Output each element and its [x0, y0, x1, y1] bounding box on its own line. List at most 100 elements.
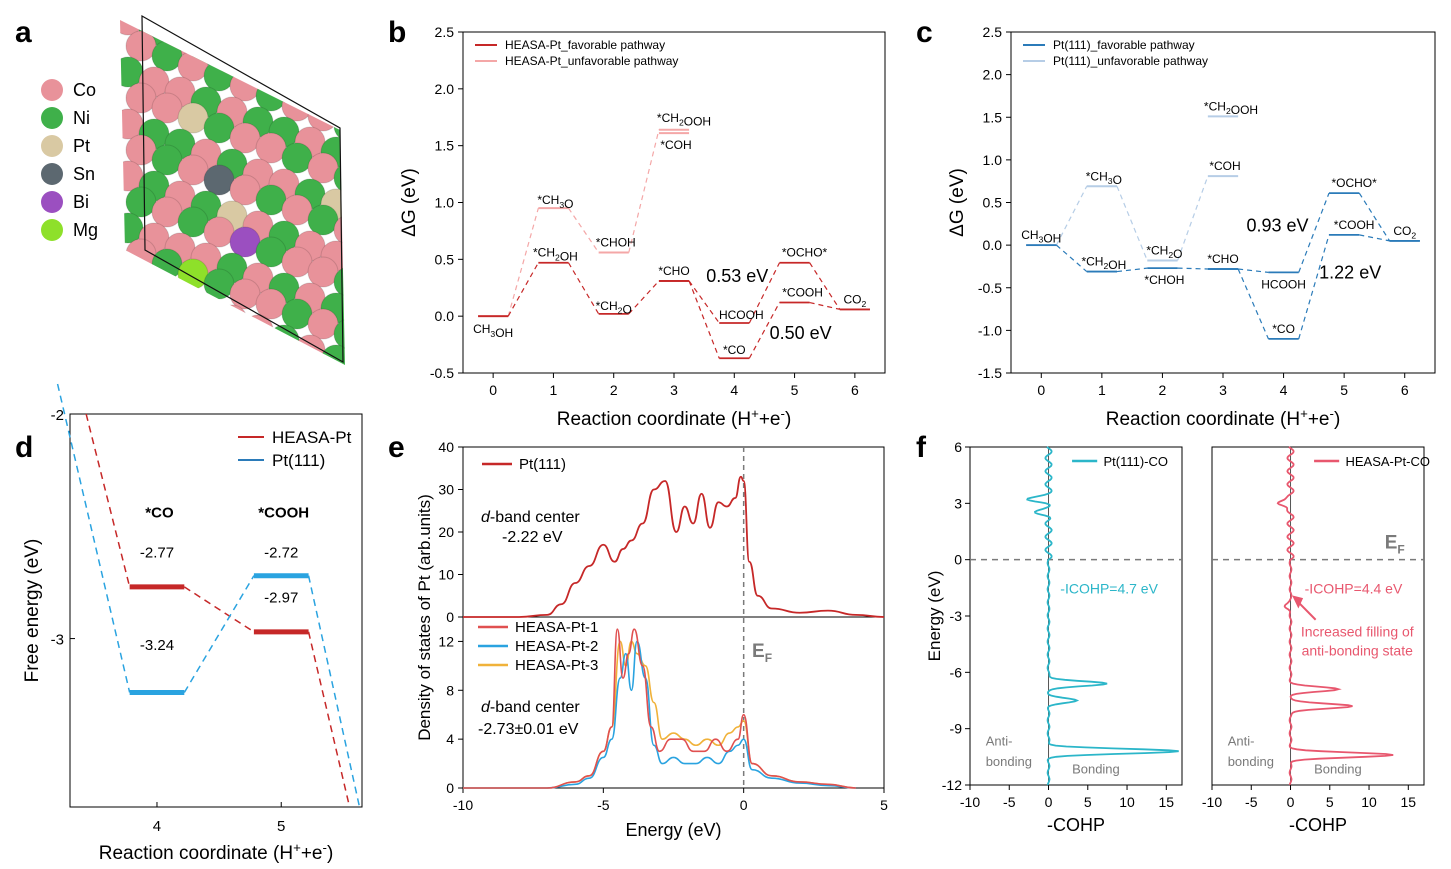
- atom-sphere: [307, 256, 339, 288]
- y-tick-label: 2.5: [983, 24, 1003, 40]
- legend-label: Co: [73, 80, 96, 100]
- atom-sphere: [151, 300, 183, 332]
- x-tick-label: 15: [1401, 794, 1417, 810]
- intermediate-label: *CO: [1272, 322, 1295, 336]
- atom-sphere: [203, 216, 235, 248]
- cohp-curve: [1276, 446, 1394, 786]
- atom-sphere: [321, 397, 351, 427]
- dos-curve: [463, 628, 856, 789]
- annotation-label: Increased filling of: [1301, 624, 1414, 640]
- energy-connector: [507, 262, 539, 317]
- legend-label: Pt(111): [519, 456, 566, 473]
- y-axis-label: Free energy (eV): [22, 539, 43, 683]
- atom-sphere: [307, 152, 339, 184]
- energy-value: -2.77: [140, 545, 174, 562]
- panel-c: c 0 1 2 3 4 5 6 -1.5 -1.0 -0.5 0.0 0.5 1.0 1.5 2.0 2.5 Re…: [916, 16, 1436, 430]
- energy-connector: [809, 301, 840, 310]
- atom-sphere: [216, 304, 248, 336]
- energy-connector: [688, 280, 720, 359]
- energy-connector: [628, 280, 660, 315]
- energy-connector: [1298, 234, 1330, 340]
- intermediate-label: *OCHO*: [1331, 176, 1377, 190]
- atom-sphere: [151, 196, 183, 228]
- atom-sphere: [190, 346, 222, 365]
- atom-sphere: [190, 294, 222, 326]
- icohp-label: -ICOHP=4.4 eV: [1305, 580, 1403, 596]
- fermi-label: EF: [752, 641, 772, 665]
- axes-frame: [1010, 31, 1436, 374]
- energy-connector: [748, 302, 781, 359]
- atom-sphere: [216, 356, 248, 365]
- x-tick-label: -10: [1202, 794, 1222, 810]
- atom-sphere: [164, 336, 196, 365]
- atom-sphere: [333, 162, 345, 194]
- legend-sphere-icon: [41, 107, 63, 129]
- legend-label: Pt: [73, 136, 90, 156]
- intermediate-label: *CH2O: [596, 299, 632, 317]
- fermi-label: EF: [1385, 532, 1405, 556]
- energy-connector: [1238, 268, 1269, 274]
- atom-sphere: [125, 82, 157, 114]
- atom-sphere: [151, 248, 183, 280]
- antibonding-label: bonding: [986, 754, 1032, 769]
- atom-sphere: [333, 318, 345, 350]
- atom-sphere: [281, 194, 313, 226]
- atom-sphere: [120, 20, 144, 36]
- y-tick-label: 1.0: [435, 195, 455, 211]
- entry-connector: [56, 383, 131, 693]
- y-tick-label: 1.0: [983, 152, 1003, 168]
- intermediate-label: *CHO: [658, 264, 689, 278]
- y-tick-label: 1.5: [435, 138, 455, 154]
- atom-sphere: [177, 310, 209, 342]
- legend-sphere-icon: [41, 219, 63, 241]
- atom-sphere: [333, 214, 345, 246]
- x-tick-label: 2: [610, 382, 618, 398]
- atom-sphere: [281, 350, 313, 365]
- panel-f: f -10 -5 0 5 10 15 -12 -9 -6 -3 0 3 6 Energy (eV) -COHP…: [916, 431, 1430, 835]
- energy-connector: [183, 575, 255, 693]
- atom-sphere: [255, 80, 287, 112]
- intermediate-label: *CH3O: [537, 193, 573, 211]
- atom-sphere: [138, 274, 170, 306]
- energy-connector: [1358, 192, 1391, 242]
- legend-label: Ni: [73, 108, 90, 128]
- x-tick-label: 0: [1287, 794, 1295, 810]
- energy-connector: [1116, 186, 1148, 261]
- axes-frame: [462, 31, 886, 374]
- panel-a: a Co Ni Pt Sn Bi Mg: [15, 14, 351, 427]
- atom-sphere: [177, 258, 209, 290]
- x-tick-label: -10: [453, 797, 473, 813]
- antibonding-label: Anti-: [986, 734, 1013, 749]
- dos-curve: [463, 475, 885, 618]
- legend-label: Pt(111)_favorable pathway: [1053, 38, 1195, 52]
- legend-label: HEASA-Pt-3: [515, 657, 598, 674]
- y-axis-label: ΔG (eV): [947, 168, 968, 237]
- intermediate-label: CH3OH: [473, 322, 513, 340]
- energy-connector: [1177, 267, 1208, 270]
- intermediate-label: *CHOH: [1144, 273, 1184, 287]
- atom-sphere: [281, 142, 313, 174]
- energy-connector: [1237, 268, 1269, 340]
- intermediate-label: *COH: [1209, 159, 1240, 173]
- legend-label: HEASA-Pt-1: [515, 619, 598, 636]
- axes-frame: [69, 413, 363, 808]
- atom-slab: [120, 20, 351, 427]
- legend-label: Sn: [73, 164, 95, 184]
- atom-sphere: [255, 288, 287, 320]
- atom-sphere: [281, 298, 313, 330]
- panel-b: b 0 1 2 3 4 5 6 -0.5 0.0 0.5 1.0 1.5 2.0 2.5 Reaction c…: [388, 16, 886, 430]
- intermediate-label: *CH2OH: [533, 246, 578, 264]
- energy-connector: [688, 280, 720, 324]
- energy-connector: [809, 262, 841, 310]
- legend-label: Pt(111)-CO: [1103, 454, 1168, 469]
- atom-sphere: [255, 340, 287, 365]
- energy-value: -3.24: [140, 637, 174, 654]
- atom-sphere: [295, 387, 325, 417]
- x-tick-label: 6: [1401, 382, 1409, 398]
- y-tick-label: 8: [446, 682, 454, 698]
- intermediate-label: *CH2OOH: [1204, 99, 1258, 117]
- x-tick-label: -5: [597, 797, 610, 813]
- atom-sphere: [333, 266, 345, 298]
- y-tick-label: 30: [438, 482, 454, 498]
